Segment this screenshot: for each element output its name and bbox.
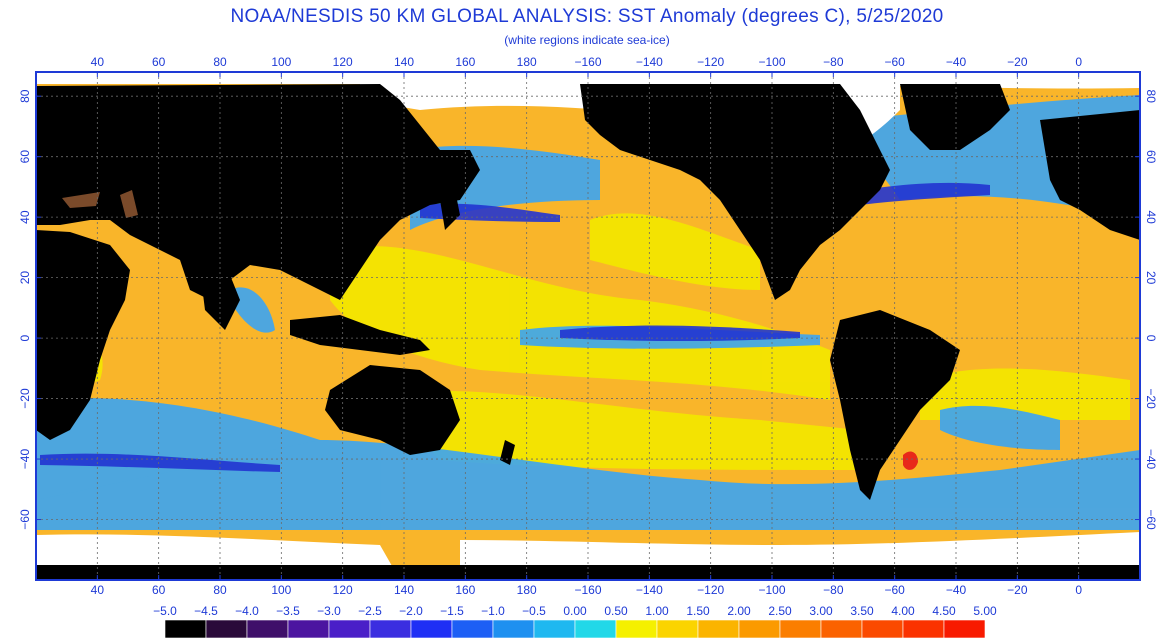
lat-tick-label-left: 40 xyxy=(18,210,32,224)
lon-tick-label-top: −40 xyxy=(946,55,967,69)
lon-tick-label-bottom: 60 xyxy=(152,583,166,597)
map-subtitle: (white regions indicate sea-ice) xyxy=(504,33,670,47)
map-title: NOAA/NESDIS 50 KM GLOBAL ANALYSIS: SST A… xyxy=(230,6,944,27)
hot-anomaly-spot xyxy=(903,451,918,470)
lon-tick-label-top: −80 xyxy=(823,55,844,69)
lon-tick-label-bottom: −160 xyxy=(574,583,601,597)
lon-tick-label-top: 60 xyxy=(152,55,166,69)
lat-tick-label-right: −60 xyxy=(1144,509,1158,530)
lon-tick-label-bottom: −80 xyxy=(823,583,844,597)
lon-tick-label-bottom: 0 xyxy=(1075,583,1082,597)
lat-tick-label-left: −40 xyxy=(18,449,32,470)
lon-tick-label-bottom: −100 xyxy=(758,583,785,597)
lat-tick-label-left: 20 xyxy=(18,271,32,285)
indonesia xyxy=(290,315,430,355)
north-america xyxy=(580,84,890,300)
lon-tick-label-top: −140 xyxy=(636,55,663,69)
lat-tick-label-left: 80 xyxy=(18,89,32,103)
lon-tick-label-top: 80 xyxy=(213,55,227,69)
eurasia xyxy=(36,84,480,300)
map-axes: 40 40 60 60 80 80 100 100 120 120 140 140 160 160 180 1… xyxy=(18,55,1158,597)
lon-tick-label-bottom: 180 xyxy=(517,583,537,597)
lat-tick-label-right: 60 xyxy=(1144,150,1158,164)
lon-tick-label-bottom: −140 xyxy=(636,583,663,597)
lon-tick-label-bottom: 40 xyxy=(91,583,105,597)
caspian-lakes xyxy=(62,190,138,218)
lat-tick-label-right: 20 xyxy=(1144,271,1158,285)
lon-tick-label-top: −160 xyxy=(574,55,601,69)
lon-tick-label-top: 140 xyxy=(394,55,414,69)
south-america xyxy=(830,310,960,500)
lon-tick-label-bottom: 160 xyxy=(455,583,475,597)
lat-tick-label-left: −20 xyxy=(18,388,32,409)
lat-tick-label-left: 0 xyxy=(18,334,32,341)
lon-tick-label-bottom: 80 xyxy=(213,583,227,597)
lat-tick-label-right: 0 xyxy=(1144,335,1158,342)
lat-tick-label-right: 80 xyxy=(1144,90,1158,104)
africa xyxy=(36,230,130,440)
lon-tick-label-bottom: −60 xyxy=(884,583,905,597)
lon-tick-label-top: −120 xyxy=(697,55,724,69)
lon-tick-label-bottom: −40 xyxy=(946,583,967,597)
lon-tick-label-top: 120 xyxy=(333,55,353,69)
lon-tick-label-bottom: −120 xyxy=(697,583,724,597)
lon-tick-label-bottom: 140 xyxy=(394,583,414,597)
lon-tick-label-top: −20 xyxy=(1007,55,1028,69)
lon-tick-label-top: −60 xyxy=(884,55,905,69)
lon-tick-label-top: 160 xyxy=(455,55,475,69)
lon-tick-label-top: 0 xyxy=(1075,55,1082,69)
lat-tick-label-left: 60 xyxy=(18,150,32,164)
lat-tick-label-right: −40 xyxy=(1144,449,1158,470)
india xyxy=(200,270,240,330)
lon-tick-label-bottom: −20 xyxy=(1007,583,1028,597)
lat-tick-label-right: −20 xyxy=(1144,388,1158,409)
lon-tick-label-bottom: 120 xyxy=(333,583,353,597)
greenland xyxy=(900,84,1010,150)
lat-tick-label-right: 40 xyxy=(1144,210,1158,224)
gridlines xyxy=(36,72,1140,580)
lon-tick-label-bottom: 100 xyxy=(271,583,291,597)
japan xyxy=(440,190,460,230)
australia xyxy=(325,365,460,455)
lat-tick-label-left: −60 xyxy=(18,509,32,530)
lon-tick-label-top: 100 xyxy=(271,55,291,69)
lon-tick-label-top: −100 xyxy=(758,55,785,69)
europe xyxy=(1040,110,1140,240)
land xyxy=(36,84,1140,580)
lon-tick-label-top: 180 xyxy=(517,55,537,69)
lon-tick-label-top: 40 xyxy=(91,55,105,69)
